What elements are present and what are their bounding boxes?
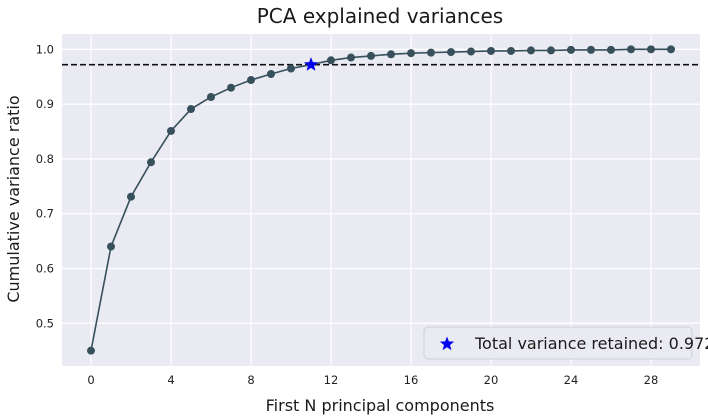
x-tick-label: 28 [644, 373, 659, 387]
data-point [447, 48, 455, 57]
data-point [527, 46, 535, 55]
y-tick-label: 1.0 [36, 42, 54, 56]
data-point [107, 242, 115, 251]
x-tick-label: 12 [324, 373, 339, 387]
data-point [587, 45, 595, 54]
data-point [227, 83, 235, 92]
data-point [607, 45, 615, 54]
legend-label: Total variance retained: 0.972 [474, 334, 708, 353]
x-axis-label: First N principal components [266, 396, 495, 415]
data-point [287, 64, 295, 73]
y-axis-label: Cumulative variance ratio [4, 95, 23, 302]
data-point [247, 76, 255, 85]
y-tick-label: 0.7 [36, 207, 54, 221]
data-point [187, 105, 195, 114]
legend-box [423, 326, 693, 360]
legend-star-icon [439, 336, 455, 351]
data-point [387, 50, 395, 59]
y-tick-label: 0.8 [36, 152, 54, 166]
data-point [567, 45, 575, 54]
x-tick-label: 16 [404, 373, 419, 387]
data-point [407, 49, 415, 58]
data-point [467, 47, 475, 56]
plot-area [62, 34, 700, 366]
x-tick-label: 0 [87, 373, 94, 387]
x-tick-label: 8 [247, 373, 254, 387]
legend: Total variance retained: 0.972 [423, 326, 708, 360]
data-point [87, 346, 95, 355]
data-point [147, 158, 155, 167]
data-point [367, 51, 375, 60]
data-point [627, 45, 635, 54]
data-point [647, 45, 655, 54]
data-point [267, 69, 275, 78]
highlight-star-marker [303, 57, 319, 71]
chart-title: PCA explained variances [257, 4, 503, 28]
data-point [487, 46, 495, 55]
y-tick-label: 0.9 [36, 97, 54, 111]
y-tick-label: 0.6 [36, 261, 54, 275]
data-point [507, 46, 515, 55]
ticks: 0 4 8 12 16 20 24 28 0.5 0.6 0.7 0.8 0.9 1.0 [36, 42, 659, 387]
data-point [167, 126, 175, 135]
x-tick-label: 24 [564, 373, 579, 387]
data-point [347, 53, 355, 62]
data-point [667, 45, 675, 54]
y-tick-label: 0.5 [36, 316, 54, 330]
data-point [427, 48, 435, 57]
data-point [207, 93, 215, 102]
data-point [127, 192, 135, 201]
x-tick-label: 20 [484, 373, 499, 387]
data-point [327, 56, 335, 65]
data-points [87, 45, 675, 355]
x-tick-label: 4 [167, 373, 174, 387]
data-point [547, 46, 555, 55]
